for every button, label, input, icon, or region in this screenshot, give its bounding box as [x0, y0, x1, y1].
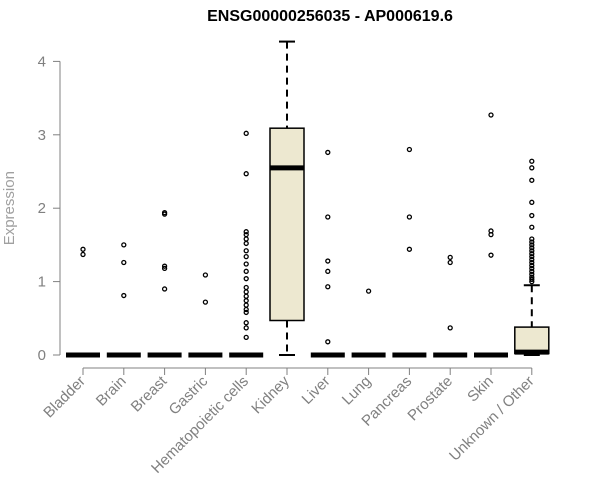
- outlier-point: [325, 258, 331, 264]
- outlier-point: [488, 112, 494, 118]
- outlier-point: [529, 262, 535, 269]
- box-group-brain: Brain: [93, 242, 141, 410]
- outlier-point: [243, 240, 249, 247]
- outlier-point: [529, 177, 535, 183]
- outlier-point: [80, 251, 86, 258]
- outlier-point: [488, 228, 494, 234]
- outlier-point: [161, 286, 168, 292]
- outlier-point: [243, 171, 249, 177]
- box-group-kidney: Kidney: [248, 40, 305, 417]
- outlier-point: [447, 325, 453, 331]
- outlier-point: [529, 265, 535, 272]
- outlier-point: [243, 302, 249, 308]
- outlier-point: [406, 146, 413, 153]
- outlier-point: [243, 248, 249, 254]
- outlier-point: [529, 256, 535, 263]
- box-group-breast: Breast: [128, 209, 182, 415]
- outlier-point: [243, 320, 249, 326]
- outlier-point: [161, 209, 168, 216]
- outlier-point: [243, 268, 249, 274]
- outlier-point: [243, 306, 249, 313]
- outlier-point: [325, 268, 331, 274]
- x-tick-label: Prostate: [404, 373, 456, 425]
- outlier-point: [529, 271, 535, 277]
- box-group-skin: Skin: [464, 112, 508, 406]
- outlier-point: [202, 299, 209, 305]
- outlier-point: [325, 339, 331, 345]
- outlier-point: [243, 130, 249, 136]
- outlier-point: [243, 231, 249, 238]
- outlier-point: [243, 298, 249, 304]
- outlier-point: [243, 289, 249, 295]
- y-tick-label: 0: [38, 347, 46, 364]
- outlier-point: [80, 246, 86, 252]
- box-group-lung: Lung: [339, 288, 386, 409]
- y-tick-label: 2: [38, 200, 46, 217]
- y-axis-title: Expression: [1, 171, 18, 245]
- outlier-point: [243, 334, 249, 341]
- outlier-point: [243, 325, 249, 331]
- outlier-point: [488, 252, 494, 258]
- outlier-point: [202, 272, 209, 278]
- outlier-point: [529, 259, 535, 266]
- box-group-gastric: Gastric: [166, 272, 223, 418]
- outlier-point: [529, 242, 535, 248]
- outlier-point: [529, 276, 535, 283]
- outlier-point: [243, 276, 249, 282]
- y-tick-label: 3: [38, 127, 46, 144]
- box-group-bladder: Bladder: [40, 246, 100, 422]
- outlier-point: [243, 309, 249, 316]
- outlier-point: [243, 229, 249, 235]
- outlier-point: [529, 224, 535, 230]
- outlier-point: [447, 254, 453, 261]
- x-tick-label: Bladder: [40, 373, 89, 422]
- outlier-point: [529, 251, 535, 257]
- box: [269, 127, 305, 322]
- box-group-unknown-other: Unknown / Other: [446, 158, 550, 464]
- box-group-liver: Liver: [299, 149, 345, 408]
- outlier-point: [529, 239, 535, 245]
- outlier-point: [121, 259, 127, 266]
- outlier-point: [161, 265, 168, 272]
- outlier-point: [243, 284, 249, 291]
- outlier-point: [121, 242, 127, 248]
- outlier-point: [529, 253, 535, 260]
- outlier-point: [365, 288, 372, 294]
- outlier-point: [243, 261, 249, 267]
- outlier-point: [325, 149, 331, 156]
- outlier-point: [406, 246, 413, 252]
- outlier-point: [529, 248, 535, 254]
- outlier-point: [447, 259, 453, 266]
- x-tick-label: Kidney: [248, 372, 293, 417]
- outlier-point: [529, 245, 535, 251]
- outlier-point: [243, 236, 249, 242]
- outlier-point: [243, 253, 249, 260]
- outlier-point: [529, 236, 535, 242]
- outlier-point: [529, 268, 535, 274]
- outlier-point: [161, 263, 168, 269]
- outlier-point: [243, 293, 249, 299]
- x-tick-label: Lung: [339, 373, 375, 409]
- outlier-point: [325, 214, 331, 220]
- x-tick-label: Liver: [299, 373, 334, 408]
- outlier-point: [529, 199, 535, 205]
- x-tick-label: Skin: [464, 373, 497, 406]
- outlier-point: [325, 284, 331, 290]
- outlier-point: [529, 274, 535, 280]
- outlier-point: [529, 165, 535, 171]
- y-tick-label: 1: [38, 274, 46, 291]
- outlier-point: [529, 158, 535, 164]
- chart-title: ENSG00000256035 - AP000619.6: [207, 8, 453, 25]
- x-tick-label: Breast: [128, 372, 171, 415]
- outlier-point: [529, 212, 535, 219]
- x-tick-label: Brain: [93, 373, 130, 410]
- box-group-prostate: Prostate: [404, 254, 468, 425]
- y-tick-label: 4: [38, 53, 46, 70]
- outlier-point: [406, 214, 413, 220]
- outlier-point: [121, 292, 127, 299]
